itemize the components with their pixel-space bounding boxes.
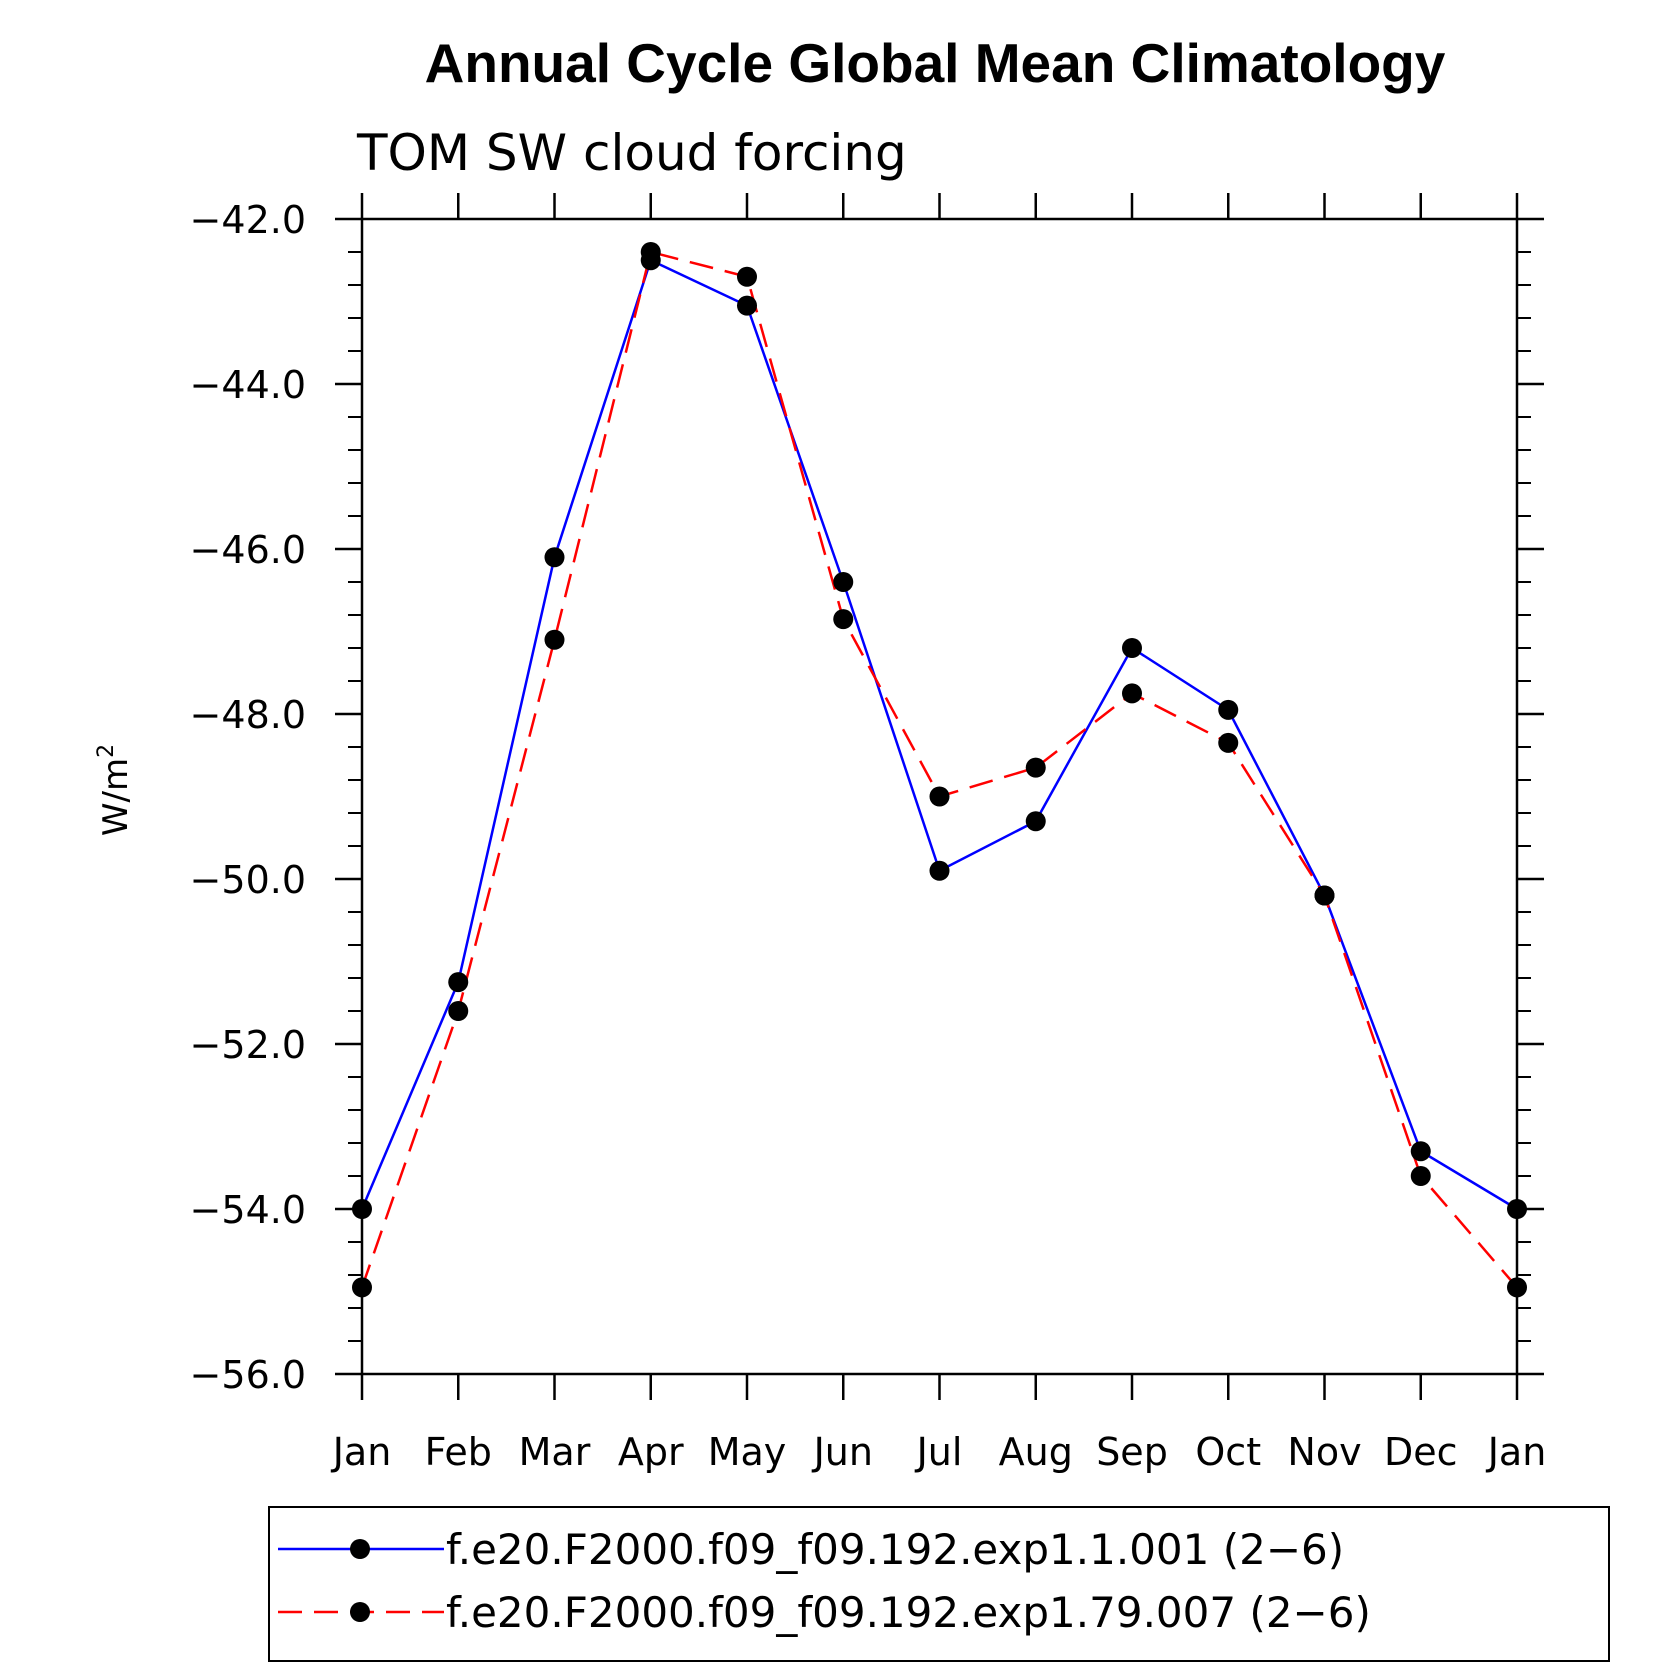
series-2-point — [737, 266, 757, 287]
x-tick-label: Nov — [1287, 1430, 1361, 1474]
legend-marker-1 — [350, 1539, 370, 1559]
series-2-point — [640, 242, 661, 262]
x-tick-label: May — [708, 1430, 787, 1474]
series-1-point — [929, 860, 950, 881]
chart-subtitle: TOM SW cloud forcing — [356, 124, 907, 182]
series-2-point — [352, 1277, 372, 1298]
axis-ticks — [335, 193, 1544, 1400]
series-1-point — [1122, 638, 1142, 658]
series-line-2 — [360, 250, 1518, 1289]
legend-box — [268, 1506, 1610, 1662]
series-1-point — [1507, 1199, 1527, 1219]
x-tick-label: Oct — [1195, 1430, 1261, 1474]
series-2-point — [544, 629, 565, 650]
series-2-point — [1410, 1166, 1431, 1186]
x-tick-label: Apr — [618, 1430, 684, 1474]
plot-area: −42.0 −44.0 −46.0 −48.0 −50.0 −52.0 −54.0 −56.0… — [190, 193, 1547, 1474]
x-tick-label: Aug — [999, 1430, 1073, 1474]
y-tick-label: −44.0 — [190, 363, 306, 407]
series-line-1 — [360, 258, 1518, 1211]
y-tick-label: −42.0 — [190, 198, 306, 242]
x-tick-label: Sep — [1096, 1430, 1168, 1474]
series-1-point — [352, 1199, 372, 1219]
series-2-point — [1218, 732, 1239, 753]
y-tick-label: −50.0 — [190, 858, 306, 902]
legend-label-1: f.e20.F2000.f09_f09.192.exp1.1.001 (2−6) — [446, 1525, 1344, 1574]
legend-items: f.e20.F2000.f09_f09.192.exp1.1.001 (2−6)… — [278, 1525, 1371, 1637]
y-tick-label: −52.0 — [190, 1023, 306, 1067]
series-2-point — [1507, 1277, 1527, 1298]
series-layer — [352, 242, 1527, 1298]
legend: f.e20.F2000.f09_f09.192.exp1.1.001 (2−6)… — [268, 1506, 1610, 1662]
series-1-point — [1410, 1141, 1431, 1162]
chart-title: Annual Cycle Global Mean Climatology — [425, 32, 1446, 94]
series-2-point — [1122, 683, 1142, 704]
x-tick-label: Jan — [1486, 1430, 1547, 1474]
series-2-point — [1314, 885, 1335, 906]
y-tick-label: −54.0 — [190, 1188, 306, 1232]
y-axis-label-superscript: 2 — [94, 744, 119, 758]
y-axis-label: W/m2 — [94, 744, 136, 836]
series-2-point — [1025, 757, 1046, 778]
series-1-point — [544, 547, 565, 568]
legend-marker-2 — [350, 1602, 370, 1622]
x-tick-labels: Jan Feb Mar Apr May Jun Jul Aug Sep Oct Nov Dec Jan — [331, 1430, 1547, 1474]
x-tick-label: Feb — [425, 1430, 492, 1474]
series-2-point — [448, 1001, 469, 1021]
series-1-point — [833, 572, 854, 592]
series-2-point — [833, 609, 854, 630]
x-tick-label: Mar — [519, 1430, 591, 1474]
series-1-point — [448, 972, 469, 993]
y-tick-label: −48.0 — [190, 693, 306, 737]
series-2-point — [929, 786, 950, 807]
series-1-point — [737, 295, 757, 316]
x-tick-label: Dec — [1384, 1430, 1458, 1474]
x-tick-label: Jan — [331, 1430, 392, 1474]
y-tick-label: −46.0 — [190, 528, 306, 572]
y-tick-labels: −42.0 −44.0 −46.0 −48.0 −50.0 −52.0 −54.0 −56.0 — [190, 198, 306, 1397]
series-1-point — [1218, 699, 1239, 720]
y-tick-label: −56.0 — [190, 1353, 306, 1397]
x-tick-label: Jul — [915, 1430, 963, 1474]
series-1-point — [1025, 811, 1046, 832]
legend-label-2: f.e20.F2000.f09_f09.192.exp1.79.007 (2−6… — [446, 1588, 1371, 1637]
x-tick-label: Jun — [812, 1430, 873, 1474]
